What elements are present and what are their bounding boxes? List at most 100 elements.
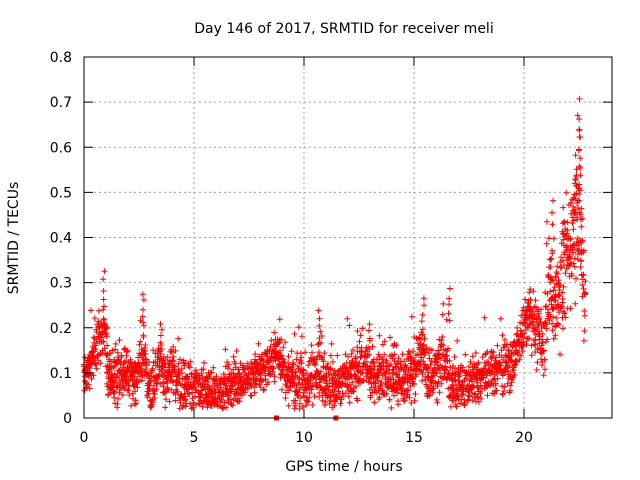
data-point [378, 379, 385, 385]
data-point [550, 287, 557, 294]
data-point [307, 378, 314, 384]
data-point [376, 332, 383, 339]
data-point [542, 366, 548, 373]
data-point [558, 303, 565, 310]
data-point [474, 393, 481, 400]
data-point [419, 331, 426, 338]
data-point [570, 226, 577, 233]
data-point [156, 372, 163, 379]
data-point [90, 372, 97, 379]
data-point [578, 205, 585, 212]
data-point [346, 399, 353, 406]
data-point [573, 166, 580, 173]
data-point [172, 347, 179, 354]
data-point [440, 300, 447, 307]
data-point [291, 330, 298, 337]
data-point [276, 316, 283, 323]
data-point [318, 384, 325, 391]
data-point [465, 396, 472, 403]
data-point [563, 230, 570, 237]
data-point [178, 370, 185, 377]
data-point [142, 351, 149, 357]
data-point [564, 242, 570, 249]
data-point [525, 299, 532, 306]
data-point [303, 370, 310, 377]
data-point [240, 362, 247, 369]
data-point [383, 357, 390, 364]
data-point [88, 307, 94, 314]
data-point [540, 372, 547, 379]
data-point [285, 353, 292, 360]
data-point [324, 360, 331, 367]
data-point [533, 366, 540, 373]
data-point [292, 397, 299, 404]
data-point [174, 388, 181, 395]
data-point [139, 313, 146, 320]
data-point [395, 355, 402, 362]
data-point [143, 371, 150, 378]
data-point [132, 401, 138, 408]
data-point [574, 251, 581, 258]
data-point [480, 374, 487, 381]
data-point [315, 349, 322, 356]
data-point [576, 127, 583, 134]
data-point [549, 221, 556, 228]
data-point [105, 391, 112, 398]
data-point [356, 338, 363, 345]
data-point [189, 389, 196, 396]
data-point [350, 347, 356, 353]
data-point [192, 367, 199, 374]
data-point [187, 400, 193, 407]
data-point [309, 402, 316, 408]
data-point [112, 340, 119, 347]
data-point [182, 403, 189, 410]
data-point [557, 282, 564, 289]
data-point [282, 395, 289, 401]
data-point [120, 384, 127, 391]
data-point [230, 353, 237, 360]
data-point [162, 396, 169, 403]
data-point [526, 335, 533, 342]
data-point [302, 349, 309, 356]
data-point [326, 383, 332, 390]
data-point [430, 385, 437, 391]
data-point [553, 314, 560, 321]
ticks-layer [83, 56, 612, 419]
data-point [420, 358, 427, 365]
data-point [538, 342, 545, 349]
data-point [577, 264, 584, 271]
data-point [366, 337, 373, 344]
data-point [145, 372, 152, 379]
data-point [575, 205, 582, 211]
data-point [334, 352, 341, 359]
data-point [446, 285, 453, 292]
data-point [244, 385, 251, 392]
data-point [492, 380, 499, 387]
data-point [578, 238, 585, 245]
data-point [348, 350, 355, 357]
data-point [238, 373, 245, 380]
data-point [110, 375, 117, 382]
data-point [187, 358, 194, 365]
data-point [327, 365, 333, 372]
data-point [97, 360, 104, 367]
data-point [443, 367, 450, 374]
data-point [523, 341, 530, 348]
data-point [235, 398, 241, 405]
data-point [526, 289, 533, 296]
data-point [306, 394, 313, 401]
data-point [531, 341, 538, 348]
data-point [327, 366, 334, 372]
data-point [337, 400, 344, 407]
data-point [139, 291, 146, 298]
data-point [383, 390, 390, 397]
data-point [140, 296, 147, 303]
data-point [576, 185, 583, 192]
data-point [285, 402, 292, 409]
data-point [296, 400, 303, 407]
data-point [91, 315, 98, 322]
data-point [532, 331, 539, 338]
data-point [149, 365, 156, 372]
data-point [103, 333, 110, 340]
data-point [573, 214, 580, 221]
